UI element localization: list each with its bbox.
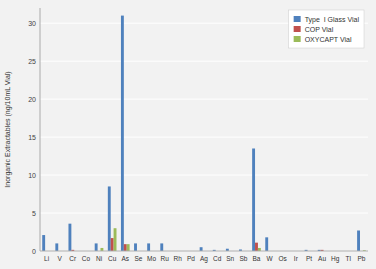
x-tick-label: Pd (187, 255, 195, 262)
legend-label: OXYCAPT Vial (305, 36, 352, 43)
bar (265, 237, 268, 251)
x-tick-label: Co (82, 255, 91, 262)
y-tick-label: 0 (32, 248, 36, 255)
grid-line (40, 61, 368, 62)
y-axis (40, 8, 41, 251)
bar (252, 148, 255, 251)
x-tick-label: Mo (147, 255, 156, 262)
bar (134, 243, 137, 251)
x-tick-label: Ag (200, 255, 208, 263)
grid-line (40, 99, 368, 100)
x-tick-label: Ru (160, 255, 169, 262)
bar (255, 243, 258, 251)
bar (147, 243, 150, 251)
grid-line (40, 213, 368, 214)
y-tick-label: 30 (28, 20, 36, 27)
bar (114, 228, 117, 251)
legend-frame (289, 10, 364, 48)
x-tick-label: Ir (294, 255, 299, 262)
x-tick-label: Cd (213, 255, 222, 262)
x-axis (40, 251, 368, 252)
bar (160, 243, 163, 251)
legend: Type I Glass Vial COP Vial OXYCAPT Vial (289, 10, 364, 48)
grid-line (40, 137, 368, 138)
x-tick-label: Os (279, 255, 288, 262)
background (0, 0, 376, 269)
y-tick-label: 20 (28, 96, 36, 103)
bar (124, 244, 127, 251)
legend-label: COP Vial (305, 26, 334, 33)
x-tick-label: Li (44, 255, 49, 262)
y-tick-label: 5 (32, 210, 36, 217)
bar (95, 243, 98, 251)
x-tick-label: Se (134, 255, 142, 262)
x-tick-label: W (267, 255, 274, 262)
x-tick-label: Pb (357, 255, 365, 262)
bar (121, 16, 124, 251)
x-tick-label: Sn (226, 255, 234, 262)
bar (357, 230, 360, 251)
legend-label: Type I Glass Vial (305, 16, 360, 24)
bar (127, 244, 130, 251)
x-tick-label: Au (318, 255, 326, 262)
x-tick-label: Cu (108, 255, 117, 262)
x-tick-label: Pt (306, 255, 312, 262)
bar (55, 243, 58, 251)
x-tick-label: Tl (346, 255, 352, 262)
y-axis-label: Inorganic Extractables (ng/10mL Vial) (4, 71, 12, 187)
bar (111, 238, 114, 251)
y-tick-label: 15 (28, 134, 36, 141)
x-tick-label: As (121, 255, 129, 262)
x-tick-label: Ba (253, 255, 261, 262)
bar (108, 186, 111, 251)
bar (68, 224, 71, 251)
y-tick-label: 10 (28, 172, 36, 179)
x-tick-label: Cr (69, 255, 77, 262)
legend-swatch (294, 16, 301, 22)
chart: 0 5 10 15 20 25 30 Li V Cr Co Ni Cu As Se Mo Ru Rh Pd Ag Cd S… (0, 0, 376, 269)
x-tick-label: V (58, 255, 63, 262)
grid-line (40, 251, 368, 252)
x-tick-label: Sb (239, 255, 247, 262)
x-tick-label: Rh (174, 255, 183, 262)
y-tick-label: 25 (28, 58, 36, 65)
legend-swatch (294, 26, 301, 32)
grid-line (40, 175, 368, 176)
legend-swatch (294, 36, 301, 42)
x-tick-label: Hg (331, 255, 340, 263)
x-tick-label: Ni (96, 255, 102, 262)
bar (200, 247, 203, 251)
bar (42, 235, 45, 251)
bars (42, 16, 366, 251)
